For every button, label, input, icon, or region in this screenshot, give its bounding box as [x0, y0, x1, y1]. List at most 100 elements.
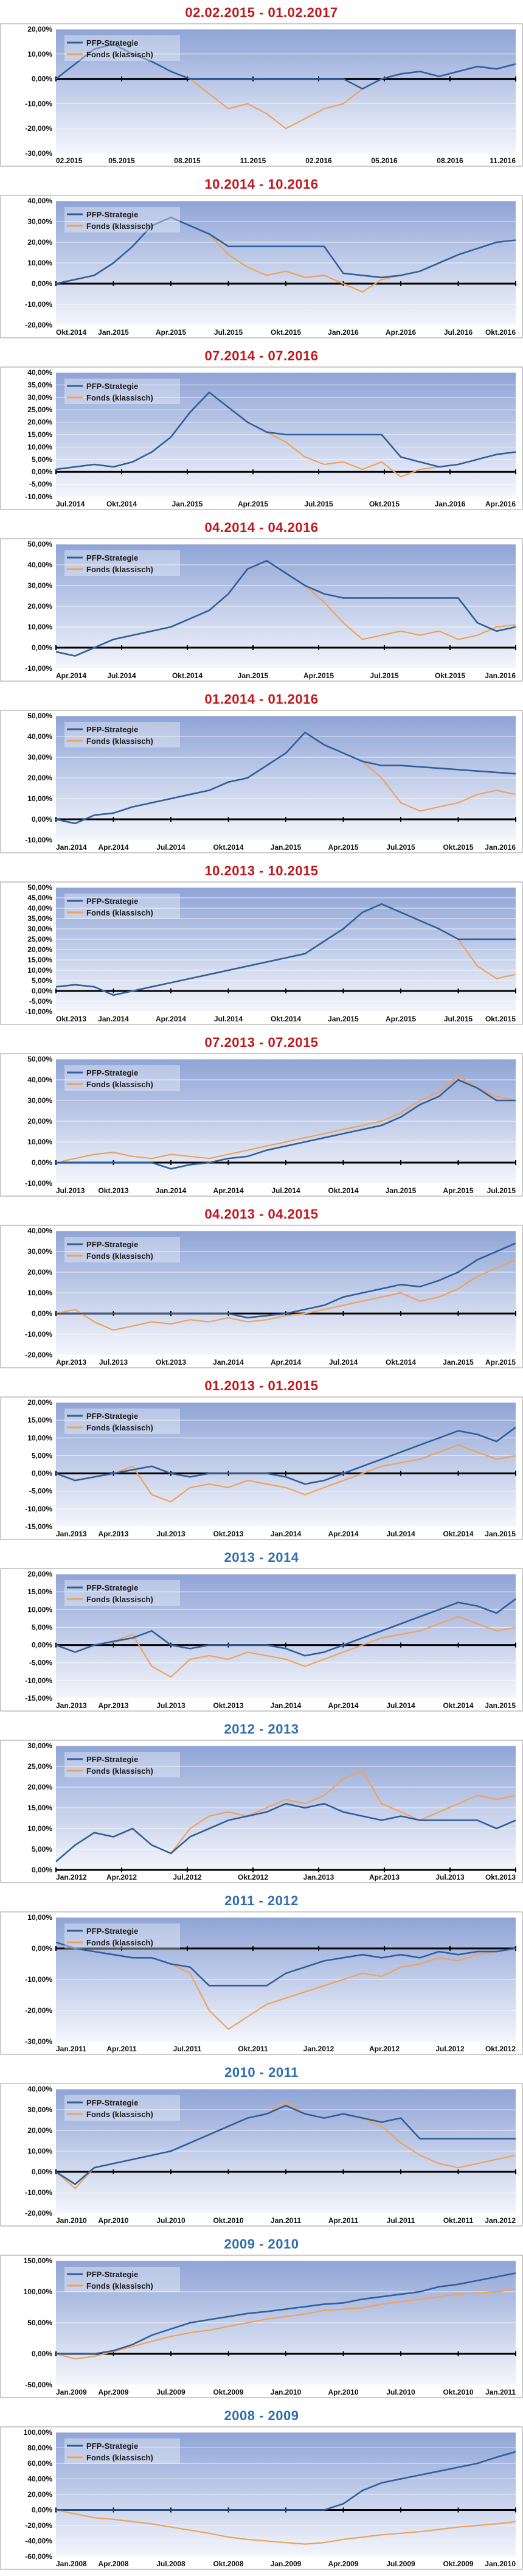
- chart-title: 07.2013 - 07.2015: [204, 1035, 319, 1050]
- x-tick-label: 05.2015: [108, 156, 135, 165]
- x-tick-label: Jan.2014: [271, 1530, 302, 1538]
- y-tick-label: 20,00%: [27, 1570, 52, 1578]
- chart-title: 2009 - 2010: [224, 2236, 299, 2252]
- y-tick-label: 0,00%: [32, 467, 52, 476]
- y-tick-label: -15,00%: [25, 1522, 52, 1531]
- y-tick-label: 10,00%: [27, 2147, 52, 2155]
- x-tick-label: Jul.2016: [444, 328, 473, 337]
- x-tick-label: Okt.2014: [443, 1530, 473, 1538]
- line-chart: -15,00% -10,00% -5,00% 0,00% 5,00% 10,00% 15,0…: [0, 1396, 523, 1540]
- x-tick-label: Okt.2010: [213, 2216, 243, 2225]
- legend-label: Fonds (klassisch): [86, 1423, 153, 1432]
- series-line-fund: [55, 1444, 516, 1503]
- y-tick-label: -20,00%: [25, 2521, 52, 2530]
- y-tick-label: -5,00%: [29, 1659, 52, 1667]
- legend-label: PFP-Strategie: [86, 553, 138, 562]
- y-tick-label: -10,00%: [25, 836, 52, 844]
- y-tick-label: 10,00%: [27, 443, 52, 451]
- legend: [64, 550, 180, 576]
- x-tick-label: Okt.2013: [485, 1873, 516, 1881]
- chart-title: 2012 - 2013: [224, 1721, 299, 1737]
- x-tick-label: Jan.2016: [435, 500, 466, 508]
- y-tick-label: 35,00%: [27, 914, 52, 923]
- x-tick-label: Jan.2016: [328, 328, 359, 337]
- x-tick-label: Apr.2014: [328, 1701, 358, 1710]
- legend-label: Fonds (klassisch): [86, 565, 153, 574]
- legend-label: PFP-Strategie: [86, 897, 138, 906]
- series-line-strategy: [56, 1242, 516, 1319]
- x-tick-label: Apr.2015: [303, 671, 334, 680]
- x-tick-label: Apr.2014: [98, 843, 128, 852]
- y-tick-label: -5,00%: [29, 997, 52, 1006]
- y-tick-label: 30,00%: [27, 2105, 52, 2114]
- y-tick-label: 0,00%: [32, 2168, 52, 2176]
- x-tick-label: Okt.2014: [386, 1358, 416, 1367]
- legend-label: PFP-Strategie: [86, 1068, 138, 1077]
- x-tick-label: Jan.2013: [303, 1873, 334, 1881]
- chart-panel: 07.2014 - 07.2016 -10,00% -5,00% 0,00% 5,00%…: [0, 343, 523, 515]
- series-line-strategy: [56, 1079, 516, 1170]
- series-line-strategy: [55, 1426, 516, 1485]
- x-tick-label: Okt.2014: [213, 843, 243, 852]
- x-tick-label: Jan.2014: [213, 1358, 244, 1367]
- line-chart: -10,00%-5,00% 0,00% 5,00%10,00% 15,00% 20,00…: [0, 881, 523, 1025]
- y-tick-label: 0,00%: [32, 2350, 52, 2358]
- line-chart: -15,00% -10,00% -5,00% 0,00% 5,00% 10,00% 15,0…: [0, 1568, 523, 1712]
- chart-panel: 2011 - 2012 -30,00% -20,00% -10,00% 0,00% 10,…: [0, 1888, 523, 2060]
- y-tick-label: -20,00%: [25, 2209, 52, 2217]
- x-tick-label: Apr.2013: [98, 1701, 128, 1710]
- legend: [64, 1237, 180, 1262]
- x-tick-label: 05.2016: [371, 156, 398, 165]
- x-tick-label: Jul.2014: [56, 500, 85, 508]
- line-chart: -20,00% -10,00% 0,00% 10,00% 20,00% 30,00% 40,…: [0, 195, 523, 338]
- x-tick-label: Jan.2014: [56, 843, 87, 852]
- x-tick-label: Jul.2014: [386, 1701, 415, 1710]
- series-line-strategy: [55, 2104, 516, 2185]
- y-tick-label: -5,00%: [29, 1487, 52, 1496]
- series-line-strategy: [55, 559, 516, 657]
- chart-title: 10.2014 - 10.2016: [204, 177, 319, 192]
- legend-label: PFP-Strategie: [86, 1755, 138, 1764]
- x-tick-label: Jan.2012: [303, 2045, 334, 2053]
- x-tick-label: Okt.2013: [213, 1530, 243, 1538]
- x-tick-label: Okt.2015: [271, 328, 301, 337]
- y-tick-label: 25,00%: [27, 1762, 52, 1771]
- x-tick-label: Okt.2015: [369, 500, 400, 508]
- x-tick-label: 08.2016: [437, 156, 463, 165]
- series-line-strategy: [56, 2272, 516, 2355]
- x-tick-label: Jul.2011: [173, 2045, 202, 2053]
- legend: [64, 207, 180, 233]
- y-tick-label: 10,00%: [27, 1605, 52, 1614]
- x-tick-label: Jan.2008: [56, 2560, 87, 2568]
- series-line-strategy: [55, 1802, 516, 1863]
- y-tick-label: 40,00%: [27, 197, 52, 205]
- legend: [64, 2267, 180, 2292]
- y-tick-label: 5,00%: [32, 1623, 52, 1631]
- y-tick-label: 0,00%: [32, 987, 52, 995]
- y-tick-label: 30,00%: [27, 925, 52, 933]
- legend-label: Fonds (klassisch): [86, 2453, 153, 2462]
- y-tick-label: 20,00%: [27, 1783, 52, 1791]
- x-tick-label: Jan.2013: [56, 1701, 87, 1710]
- legend: [64, 1409, 180, 1434]
- plot-area: [56, 29, 516, 153]
- y-tick-label: 20,00%: [27, 418, 52, 427]
- x-tick-label: Jan.2015: [98, 328, 129, 337]
- x-tick-label: Apr.2012: [369, 2045, 400, 2053]
- legend-label: PFP-Strategie: [86, 2270, 138, 2279]
- x-tick-label: Jan.2009: [56, 2388, 87, 2396]
- x-tick-label: Okt.2010: [443, 2388, 473, 2396]
- x-tick-label: Okt.2011: [238, 2045, 268, 2053]
- legend-label: PFP-Strategie: [86, 2098, 138, 2107]
- y-tick-label: 40,00%: [27, 2085, 52, 2093]
- x-tick-label: Apr.2009: [328, 2560, 358, 2568]
- y-tick-label: 40,00%: [27, 1076, 52, 1084]
- plot-area: [56, 1402, 516, 1527]
- x-tick-label: Jan.2010: [485, 2560, 516, 2568]
- legend-label: Fonds (klassisch): [86, 1595, 153, 1604]
- y-tick-label: 0,00%: [32, 1866, 52, 1874]
- y-tick-label: -60,00%: [25, 2552, 52, 2561]
- x-tick-label: Jan.2015: [386, 1186, 417, 1195]
- x-tick-label: Jan.2011: [56, 2045, 86, 2053]
